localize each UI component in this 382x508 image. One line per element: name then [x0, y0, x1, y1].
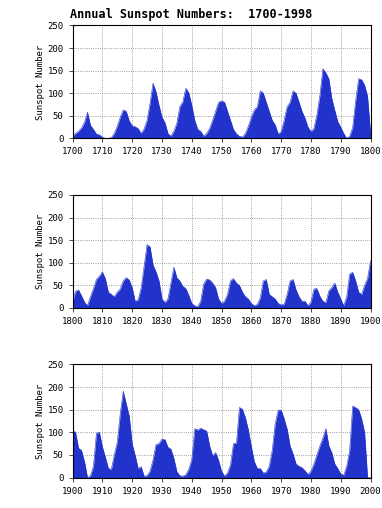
- Text: Annual Sunspot Numbers:  1700-1998: Annual Sunspot Numbers: 1700-1998: [70, 8, 312, 21]
- Y-axis label: Sunspot Number: Sunspot Number: [36, 384, 45, 459]
- Y-axis label: Sunspot Number: Sunspot Number: [36, 44, 45, 119]
- Y-axis label: Sunspot Number: Sunspot Number: [36, 214, 45, 289]
